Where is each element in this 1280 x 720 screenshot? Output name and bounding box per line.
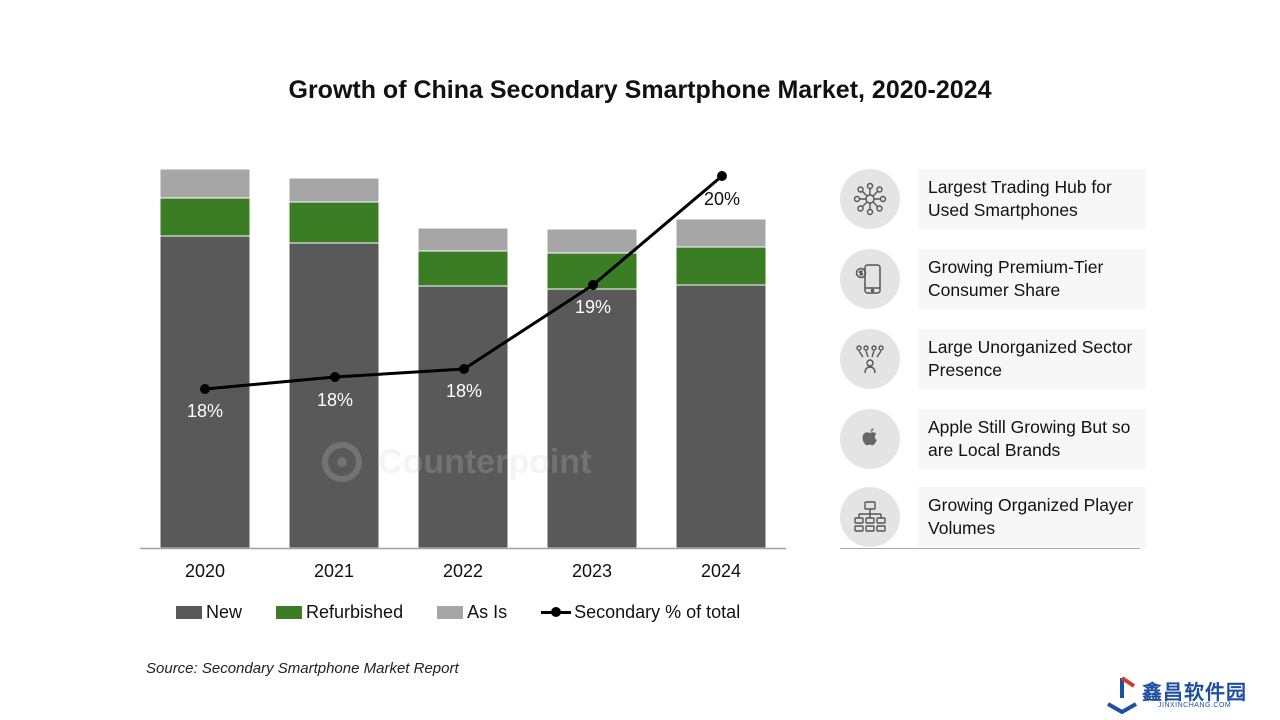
chart-legend: New Refurbished As Is Secondary % of tot… [176,601,774,623]
x-tick-label: 2021 [314,561,354,581]
legend-label-new: New [206,601,243,622]
highlight-row: Growing Organized Player Volumes [840,486,1150,548]
stacked-bar-line-chart: 2020 2021 2022 2023 2024 18% 18% 18% 19% 20% [140,168,786,581]
scattered-people-icon [840,329,900,389]
smartphone-dollar-icon [840,249,900,309]
highlight-box: Apple Still Growing But so are Local Bra… [918,409,1146,469]
bar-refurbished [159,197,251,237]
line-point [717,171,727,181]
line-data-label: 20% [704,189,740,209]
bar-refurbished [417,250,509,287]
bar-as-is [417,227,509,252]
bar-as-is [288,177,380,203]
highlight-text: Growing Organized Player Volumes [928,495,1134,538]
x-tick-label: 2022 [443,561,483,581]
line-point [200,384,210,394]
line-point [330,372,340,382]
corner-logo-url: JINXINCHANG.COM [1158,702,1232,709]
bar-new [546,288,638,549]
bar-new [675,284,767,549]
watermark-text: Counterpoint [378,442,592,481]
bar-as-is [159,168,251,199]
x-tick-label: 2023 [572,561,612,581]
highlight-box: Large Unorganized Sector Presence [918,329,1146,389]
legend-line-marker-icon [541,605,572,619]
x-tick-label: 2020 [185,561,225,581]
legend-swatch-new [176,605,202,619]
line-point [459,364,469,374]
highlight-text: Apple Still Growing But so are Local Bra… [928,417,1131,460]
panel-divider [840,548,1140,549]
legend-item-refurbished: Refurbished [276,602,403,623]
x-tick-label: 2024 [701,561,741,581]
org-chart-icon [840,487,900,547]
legend-swatch-as-is [437,605,464,619]
bar-as-is [546,228,638,254]
highlight-row: Largest Trading Hub for Used Smartphones [840,168,1150,230]
legend-label-as-is: As Is [467,601,508,622]
highlight-text: Large Unorganized Sector Presence [928,337,1133,380]
network-hub-icon [840,169,900,229]
counterpoint-watermark: Counterpoint [322,432,591,492]
highlight-row: Large Unorganized Sector Presence [840,328,1150,390]
highlight-box: Growing Organized Player Volumes [918,487,1146,547]
line-data-label: 18% [317,390,353,410]
highlight-text: Growing Premium-Tier Consumer Share [928,257,1104,300]
bar-new [417,285,509,549]
legend-item-secondary-share: Secondary % of total [541,602,740,623]
bar-as-is [675,218,767,248]
highlight-row: Apple Still Growing But so are Local Bra… [840,408,1150,470]
line-data-label: 18% [187,401,223,421]
chart-title: Growth of China Secondary Smartphone Mar… [288,76,992,104]
highlight-box: Growing Premium-Tier Consumer Share [918,249,1146,309]
legend-swatch-refurbished [276,605,303,619]
legend-label-secondary-share: Secondary % of total [574,601,741,622]
bar-refurbished [288,201,380,244]
line-point [588,280,598,290]
chart-source: Source: Secondary Smartphone Market Repo… [146,660,459,677]
corner-site-logo: 鑫昌软件园 JINXINCHANG.COM [1104,672,1264,716]
highlight-text: Largest Trading Hub for Used Smartphones [928,177,1112,220]
line-data-label: 19% [575,297,611,317]
counterpoint-logo-icon [322,442,362,482]
legend-item-new: New [176,602,242,623]
line-data-label: 18% [446,381,482,401]
legend-item-as-is: As Is [437,602,507,623]
highlight-row: Growing Premium-Tier Consumer Share [840,248,1150,310]
bar-refurbished [675,246,767,286]
legend-label-refurbished: Refurbished [306,601,404,622]
corner-logo-name: 鑫昌软件园 [1142,682,1247,704]
highlight-box: Largest Trading Hub for Used Smartphones [918,169,1146,229]
corner-logo-mark-icon [1107,676,1137,714]
apple-logo-icon [840,409,900,469]
